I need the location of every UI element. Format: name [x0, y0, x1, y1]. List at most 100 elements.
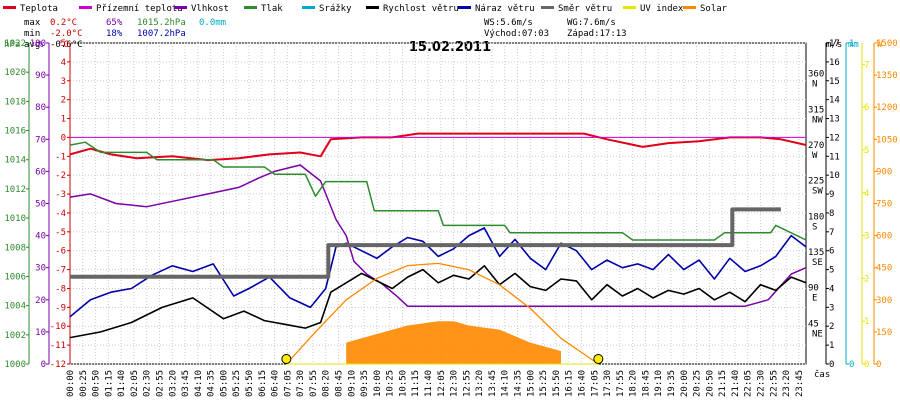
x-tick-label-25: 10:25 [386, 370, 396, 397]
stat-sunset: Západ:17:13 [567, 29, 627, 39]
pressure-axis-tick-8: 1016 [4, 127, 26, 137]
legend-swatch-7 [541, 6, 554, 9]
legend-swatch-3 [244, 6, 257, 9]
legend-label-8: UV index [640, 4, 684, 14]
stat-ws: WS:5.6m/s [484, 18, 533, 28]
uv-axis-tick-6: 6 [864, 103, 869, 113]
stat-rain: 0.0mm [199, 18, 226, 28]
wind-speed-axis-tick-7: 7 [829, 228, 834, 238]
solar-axis-tick-3: 450 [876, 264, 892, 274]
chart-title: 15.02.2011 [409, 40, 491, 55]
x-tick-label-13: 05:25 [232, 370, 242, 397]
x-tick-label-7: 02:55 [156, 370, 166, 397]
x-tick-label-48: 20:00 [680, 370, 690, 397]
humidity-axis-tick-6: 60 [35, 167, 46, 177]
wind-speed-axis-tick-4: 4 [829, 284, 834, 294]
legend-label-6: Náraz větru [475, 4, 535, 14]
wind-speed-axis-tick-15: 15 [829, 77, 840, 87]
stat-max-press: 1015.2hPa [137, 18, 186, 28]
wind-dir-letter-4: S [812, 222, 817, 232]
pressure-axis-tick-7: 1014 [4, 156, 26, 166]
wind-speed-axis-tick-11: 11 [829, 152, 840, 162]
wind-speed-axis-tick-14: 14 [829, 96, 840, 106]
rain-axis-unit: mm [848, 40, 859, 50]
wind-dir-letter-0: N [812, 80, 817, 90]
wind-dir-tick-4: 180 [808, 212, 824, 222]
series-line-3 [69, 141, 807, 241]
uv-axis-tick-5: 5 [864, 146, 869, 156]
pressure-axis-tick-11: 1022 [4, 39, 26, 49]
wind-dir-tick-1: 315 [808, 105, 824, 115]
uv-axis-tick-4: 4 [864, 189, 869, 199]
solar-axis-tick-0: 0 [876, 360, 881, 370]
solar-axis-tick-6: 900 [876, 167, 892, 177]
temperature-axis-tick-14: 2 [61, 96, 66, 106]
wind-dir-letter-5: SE [812, 258, 823, 268]
x-tick-label-21: 08:45 [335, 370, 345, 397]
temperature-axis-tick-12: 0 [61, 133, 66, 143]
wind-speed-axis-tick-13: 13 [829, 115, 840, 125]
x-tick-label-51: 21:15 [718, 370, 728, 397]
x-tick-label-3: 01:15 [104, 370, 114, 397]
stat-wg: WG:7.6m/s [567, 18, 616, 28]
pressure-axis-tick-4: 1008 [4, 243, 26, 253]
uv-area [346, 321, 562, 364]
temperature-axis-tick-7: -5 [55, 228, 66, 238]
legend-label-5: Rychlost větru [383, 4, 459, 14]
temperature-axis-tick-3: -9 [55, 303, 66, 313]
legend-swatch-8 [623, 6, 636, 9]
temperature-axis-tick-4: -8 [55, 284, 66, 294]
humidity-axis-tick-8: 80 [35, 103, 46, 113]
grid [69, 42, 807, 365]
legend-swatch-9 [683, 6, 696, 9]
pressure-axis-tick-1: 1002 [4, 331, 26, 341]
wind-speed-axis-tick-6: 6 [829, 247, 834, 257]
x-tick-label-23: 09:35 [360, 370, 370, 397]
wind-speed-axis-tick-17: 17 [829, 39, 840, 49]
x-tick-label-47: 19:35 [667, 370, 677, 397]
legend-label-1: Přízemní teplota [96, 4, 183, 14]
stat-avg-temp: -0.6°C [50, 40, 83, 50]
x-tick-label-45: 18:45 [641, 370, 651, 397]
legend-swatch-2 [174, 6, 187, 9]
solar-axis-tick-2: 300 [876, 296, 892, 306]
temperature-axis-unit: °C [58, 40, 69, 50]
x-tick-label-15: 06:15 [258, 370, 268, 397]
stat-max-temp: 0.2°C [50, 18, 77, 28]
x-tick-label-10: 04:10 [194, 370, 204, 397]
x-axis-title: čas [814, 369, 830, 380]
series-line-5 [69, 227, 807, 318]
legend-swatch-1 [79, 6, 92, 9]
temperature-axis-tick-9: -3 [55, 190, 66, 200]
temperature-axis-tick-13: 1 [61, 115, 66, 125]
humidity-axis-tick-4: 40 [35, 232, 46, 242]
x-tick-label-43: 17:55 [616, 370, 626, 397]
solar-axis-tick-7: 1050 [876, 135, 898, 145]
axes: 1000100210041006100810101012101410161018… [4, 39, 897, 370]
x-tick-label-30: 12:30 [450, 370, 460, 397]
legend-label-0: Teplota [20, 4, 58, 14]
x-tick-label-19: 07:55 [309, 370, 319, 397]
wind-speed-axis-tick-10: 10 [829, 171, 840, 181]
legend-label-4: Srážky [319, 4, 352, 14]
x-tick-label-57: 23:45 [795, 370, 805, 397]
stat-max-label: max [24, 18, 41, 28]
uv-axis-tick-3: 3 [864, 232, 869, 242]
pressure-axis-tick-2: 1004 [4, 302, 26, 312]
x-tick-label-42: 17:30 [603, 370, 613, 397]
stat-max-hum: 65% [106, 18, 123, 28]
stat-min-press: 1007.2hPa [137, 29, 186, 39]
x-tick-label-17: 07:05 [283, 370, 293, 397]
x-tick-label-5: 02:05 [130, 370, 140, 397]
temperature-axis-tick-2: -10 [50, 322, 66, 332]
uv-axis-tick-7: 7 [864, 60, 869, 70]
wind-speed-axis-tick-0: 0 [829, 360, 834, 370]
humidity-axis-tick-2: 20 [35, 296, 46, 306]
wind-speed-axis-tick-12: 12 [829, 133, 840, 143]
pressure-axis-tick-3: 1006 [4, 272, 26, 282]
x-tick-label-6: 02:30 [143, 370, 153, 397]
x-axis-labels: 00:00 00:25 00:50 01:15 01:40 02:05 02:30 02:55… [66, 370, 805, 397]
humidity-axis-tick-1: 10 [35, 328, 46, 338]
wind-speed-axis-tick-16: 16 [829, 58, 840, 68]
x-tick-label-33: 13:45 [488, 370, 498, 397]
